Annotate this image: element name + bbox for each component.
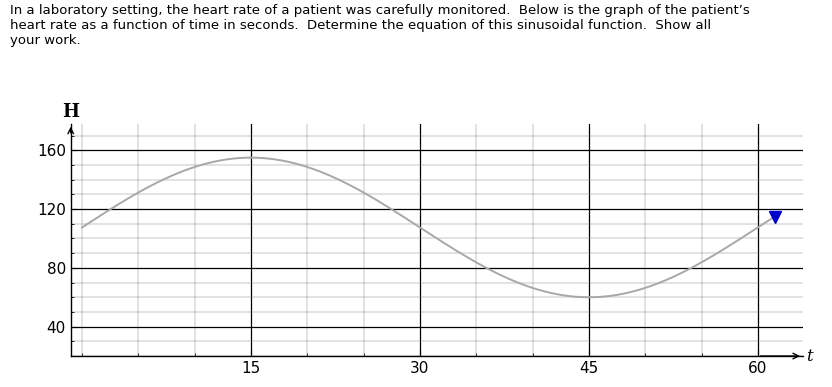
Text: In a laboratory setting, the heart rate of a patient was carefully monitored.  B: In a laboratory setting, the heart rate … [10, 4, 750, 47]
Text: t: t [806, 348, 813, 365]
Text: H: H [62, 103, 79, 121]
